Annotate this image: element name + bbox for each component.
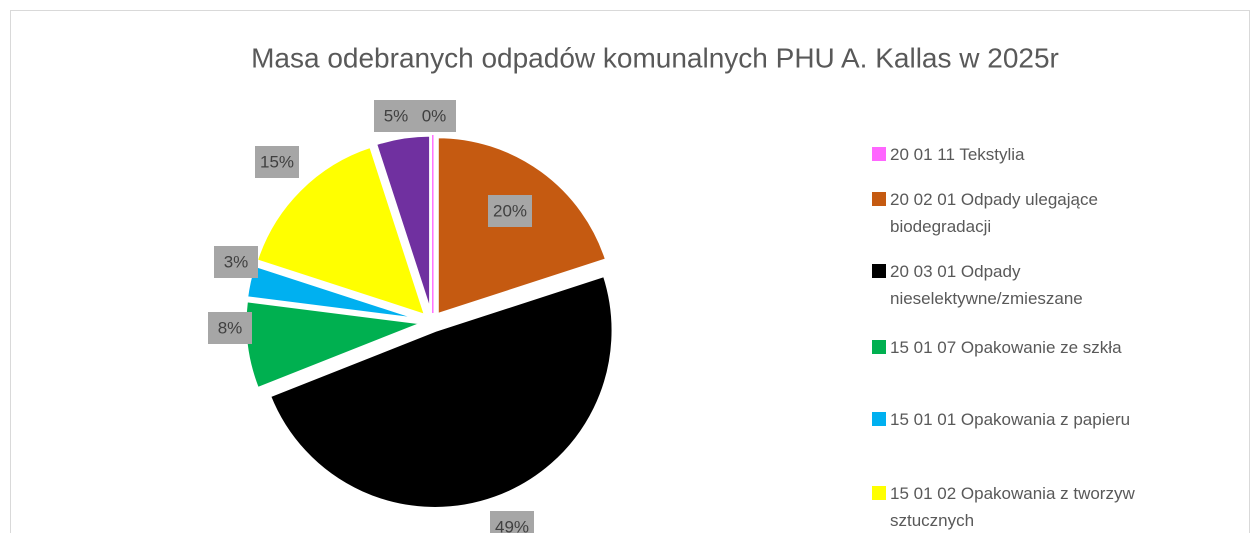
legend-label: 20 02 01 Odpady ulegające biodegradacji [890,190,1098,236]
legend-swatch [872,486,886,500]
legend-swatch [872,340,886,354]
legend-label: 15 01 07 Opakowanie ze szkła [890,338,1122,357]
data-label: 3% [224,252,249,271]
pie-slice [267,273,615,510]
data-label: 5% [384,106,409,125]
legend-entry: 20 01 11 Tekstylia [872,141,1190,168]
legend-entry: 15 01 01 Opakowania z papieru [872,406,1190,433]
data-label: 49% [495,517,529,533]
data-label: 20% [493,201,527,220]
legend-label: 15 01 02 Opakowania z tworzyw sztucznych [890,484,1135,530]
pie-slice [254,144,428,318]
legend-swatch [872,192,886,206]
legend-entry: 20 03 01 Odpady nieselektywne/zmieszane [872,258,1190,312]
legend-swatch [872,412,886,426]
data-label-box [255,146,299,178]
data-label-box [214,246,258,278]
data-label-box [412,100,456,132]
data-label-box [208,312,252,344]
data-label-box [488,195,532,227]
legend-label: 20 03 01 Odpady nieselektywne/zmieszane [890,262,1083,308]
data-label: 8% [218,318,243,337]
legend-entry: 15 01 07 Opakowanie ze szkła [872,334,1190,361]
chart-frame [10,10,1250,533]
pie-slice [373,133,433,314]
data-label-box [490,511,534,533]
data-label: 0% [422,106,447,125]
legend-swatch [872,264,886,278]
legend-entry: 15 01 02 Opakowania z tworzyw sztucznych [872,480,1190,533]
legend-entry: 20 02 01 Odpady ulegające biodegradacji [872,186,1190,240]
chart-title: Masa odebranych odpadów komunalnych PHU … [251,42,1059,73]
legend-label: 20 01 11 Tekstylia [890,145,1025,164]
pie-slice [243,299,424,391]
legend-label: 15 01 01 Opakowania z papieru [890,410,1131,429]
data-label-box [374,100,418,132]
legend-swatch [872,147,886,161]
data-label: 15% [260,152,294,171]
